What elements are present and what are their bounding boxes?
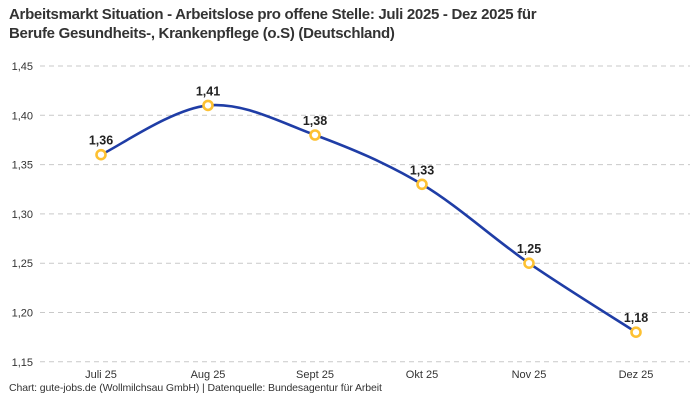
y-axis-tick-label: 1,35: [12, 160, 33, 172]
y-axis-tick-label: 1,20: [12, 308, 33, 320]
data-point-label: 1,36: [89, 134, 113, 148]
y-axis-tick-label: 1,25: [12, 258, 33, 270]
data-point-marker[interactable]: [309, 129, 321, 141]
data-point-marker[interactable]: [95, 148, 107, 161]
data-point-label: 1,41: [196, 84, 220, 98]
y-axis-tick-label: 1,30: [12, 209, 33, 221]
data-point-marker[interactable]: [202, 99, 214, 112]
chart-title-line1: Arbeitsmarkt Situation - Arbeitslose pro…: [9, 6, 537, 23]
x-axis-tick-label: Okt 25: [406, 369, 438, 381]
x-axis-tick-label: Dez 25: [619, 369, 654, 381]
x-axis-tick-label: Nov 25: [512, 369, 547, 381]
x-axis-tick-label: Sept 25: [296, 369, 334, 381]
footer-credit: Chart: gute-jobs.de (Wollmilchsau GmbH) …: [9, 382, 382, 394]
data-series-line: [99, 103, 638, 334]
data-point-label: 1,33: [410, 163, 434, 177]
data-point-label: 1,25: [517, 242, 541, 256]
y-axis-tick-label: 1,15: [12, 357, 33, 369]
data-point-label: 1,18: [624, 311, 648, 325]
data-point-marker[interactable]: [416, 178, 428, 191]
data-point-marker[interactable]: [630, 326, 642, 339]
y-axis-tick-label: 1,45: [12, 61, 33, 73]
x-axis-tick-label: Juli 25: [85, 369, 117, 381]
x-axis-tick-label: Aug 25: [191, 369, 226, 381]
data-point-label: 1,38: [303, 114, 327, 128]
y-axis-tick-label: 1,40: [12, 110, 33, 122]
chart-title-line2: Berufe Gesundheits-, Krankenpflege (o.S)…: [9, 25, 395, 42]
chart-title: Arbeitsmarkt Situation - Arbeitslose pro…: [9, 5, 679, 43]
data-point-marker[interactable]: [523, 257, 535, 270]
